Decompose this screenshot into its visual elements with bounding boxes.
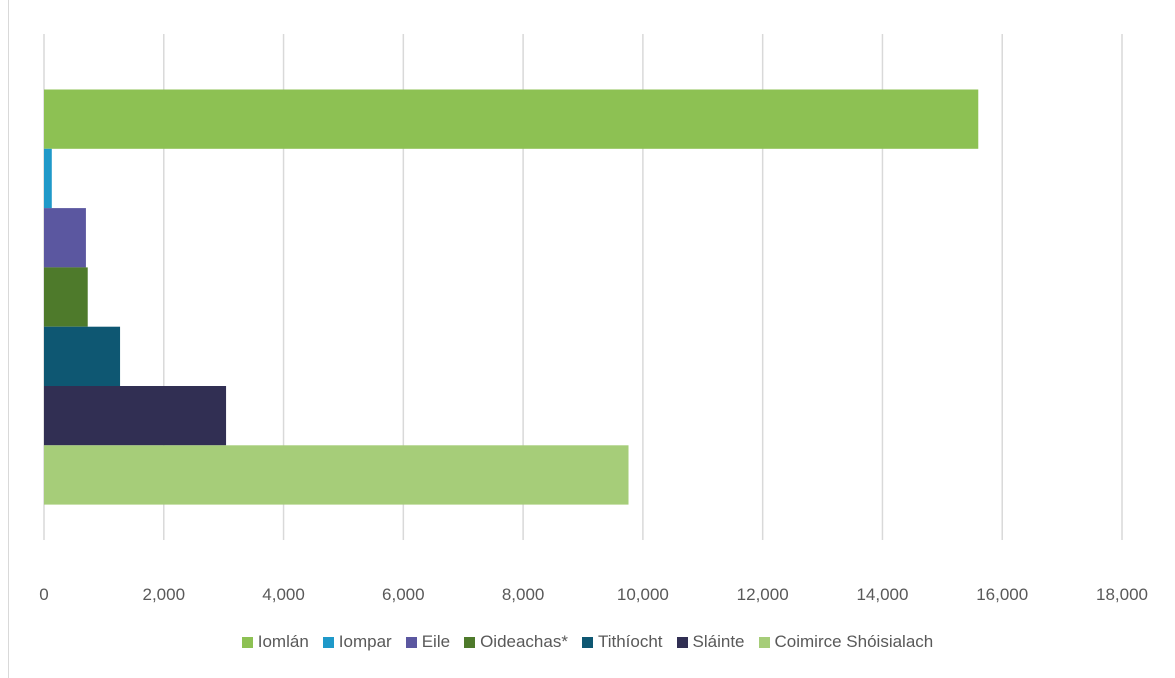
legend-label: Iompar	[338, 632, 392, 651]
x-tick-label: 10,000	[617, 585, 669, 604]
bar	[44, 386, 227, 446]
legend-item: Iomlán	[241, 632, 309, 652]
bar	[44, 267, 88, 327]
bar	[44, 326, 121, 386]
legend-label: Sláinte	[692, 632, 745, 651]
x-tick-label: 0	[39, 585, 48, 604]
legend-item: Eile	[405, 632, 451, 652]
bar	[44, 148, 52, 209]
bar	[44, 445, 629, 505]
legend-label: Iomlán	[257, 632, 309, 651]
x-tick-label: 2,000	[143, 585, 186, 604]
chart-area	[8, 0, 1175, 678]
x-tick-label: 8,000	[502, 585, 545, 604]
x-axis-ticks: 0 2,000 4,000 6,000 8,000 10,000 12,000 14,000 1…	[39, 585, 1148, 604]
x-tick-label: 16,000	[976, 585, 1028, 604]
legend: Iomlán Iompar Eile Oideachas* Tithíocht Sláin…	[0, 632, 1175, 652]
legend-label: Eile	[421, 632, 451, 651]
x-tick-label: 18,000	[1096, 585, 1148, 604]
legend-label: Coimirce Shóisialach	[774, 632, 934, 651]
x-tick-label: 14,000	[856, 585, 908, 604]
legend-label: Tithíocht	[597, 632, 663, 651]
bar	[44, 89, 979, 149]
x-tick-label: 12,000	[737, 585, 789, 604]
legend-item: Iompar	[322, 632, 392, 652]
legend-label: Oideachas*	[480, 632, 568, 651]
legend-swatch	[464, 636, 476, 648]
legend-swatch	[758, 636, 770, 648]
bar-chart: 0 2,000 4,000 6,000 8,000 10,000 12,000 14,000 1…	[39, 34, 1148, 604]
legend-item: Coimirce Shóisialach	[758, 632, 934, 652]
legend-swatch	[581, 636, 593, 648]
x-tick-label: 6,000	[382, 585, 425, 604]
legend-swatch	[322, 636, 334, 648]
legend-swatch	[241, 636, 253, 648]
legend-swatch	[405, 636, 417, 648]
legend-swatch	[676, 636, 688, 648]
legend-item: Sláinte	[676, 632, 745, 652]
legend-item: Oideachas*	[464, 632, 568, 652]
bars	[44, 89, 979, 505]
bar	[44, 208, 86, 268]
legend-item: Tithíocht	[581, 632, 663, 652]
x-tick-label: 4,000	[262, 585, 305, 604]
